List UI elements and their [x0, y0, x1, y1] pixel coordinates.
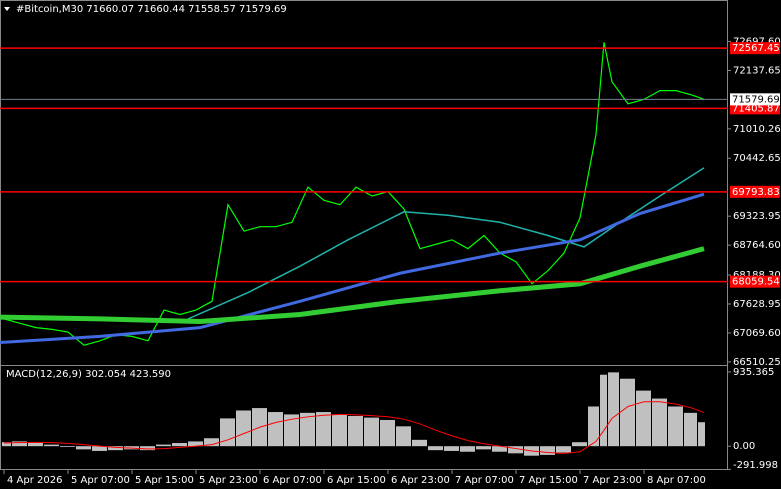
x-tick-label: 7 Apr 07:00 — [455, 475, 514, 486]
y-tick-label: 72697.60 — [733, 36, 781, 47]
macd-bar — [92, 446, 107, 451]
x-tick-label: 5 Apr 23:00 — [199, 475, 258, 486]
y-tick-label: 71010.26 — [733, 124, 781, 135]
y-tick-label: 69323.95 — [733, 211, 781, 222]
macd-bar — [204, 438, 219, 447]
level-label: 68059.54 — [732, 277, 780, 288]
macd-bar — [364, 417, 379, 447]
macd-bar — [188, 441, 203, 447]
y-tick-label: 67069.60 — [733, 328, 781, 339]
y-tick-label: 935.365 — [733, 367, 774, 378]
macd-bar — [572, 442, 587, 447]
macd-bar — [608, 372, 619, 447]
macd-bar — [684, 412, 697, 447]
price-line — [0, 192, 705, 345]
level-label: 69793.83 — [732, 187, 780, 198]
indicator-title: MACD(12,26,9) 302.054 423.590 — [6, 369, 171, 380]
macd-bar — [108, 446, 123, 451]
level-tag — [730, 185, 780, 198]
x-tick-label: 6 Apr 15:00 — [327, 475, 386, 486]
macd-bar — [220, 418, 235, 447]
current-price-label: 71579.69 — [732, 94, 780, 105]
macd-bar — [332, 414, 347, 447]
macd-bar — [156, 444, 171, 447]
macd-bar — [428, 446, 443, 451]
macd-bar — [316, 412, 331, 447]
macd-bar — [140, 446, 155, 451]
y-tick-label: -291.998 — [733, 460, 778, 471]
macd-bar — [668, 406, 683, 447]
macd-bar — [172, 443, 187, 447]
macd-bar — [348, 416, 363, 447]
macd-bar — [300, 412, 315, 447]
macd-bar — [588, 406, 599, 447]
current-price-tag — [730, 93, 780, 106]
macd-bar — [2, 442, 11, 447]
macd-bar — [380, 419, 395, 447]
menu-icon[interactable] — [4, 7, 10, 11]
macd-bar — [556, 446, 571, 453]
macd-bar — [396, 426, 411, 447]
price-line — [0, 246, 705, 325]
macd-bar — [460, 446, 475, 452]
x-tick-label: 5 Apr 07:00 — [71, 475, 130, 486]
level-tag — [730, 102, 780, 115]
macd-bar — [540, 446, 555, 455]
macd-bar — [652, 398, 667, 447]
y-tick-label: 72137.65 — [733, 65, 781, 76]
plot-frame — [0, 0, 728, 470]
macd-bar — [698, 422, 705, 447]
x-tick-label: 5 Apr 15:00 — [135, 475, 194, 486]
macd-bar — [444, 446, 459, 451]
y-tick-label: 68764.60 — [733, 240, 781, 251]
macd-bar — [620, 378, 635, 447]
macd-bar — [236, 410, 251, 447]
x-tick-label: 4 Apr 2026 — [7, 475, 62, 486]
x-tick-label: 6 Apr 07:00 — [263, 475, 322, 486]
x-tick-label: 8 Apr 07:00 — [647, 475, 706, 486]
x-tick-label: 6 Apr 23:00 — [391, 475, 450, 486]
macd-bar — [44, 444, 59, 447]
level-tag — [730, 275, 780, 288]
macd-bar — [508, 446, 523, 454]
signal-line — [3, 401, 705, 454]
level-label: 71405.87 — [732, 103, 780, 114]
y-tick-label: 70442.65 — [733, 153, 781, 164]
chart-title: #Bitcoin,M30 71660.07 71660.44 71558.57 … — [16, 4, 287, 15]
x-tick-label: 7 Apr 23:00 — [583, 475, 642, 486]
macd-bar — [60, 446, 75, 447]
macd-bar — [284, 414, 299, 447]
macd-bar — [492, 446, 507, 452]
x-tick-label: 7 Apr 15:00 — [519, 475, 578, 486]
macd-bar — [76, 446, 91, 450]
macd-bar — [412, 439, 427, 447]
y-tick-label: 68188.30 — [733, 270, 781, 281]
level-tag — [730, 42, 780, 55]
y-tick-label: 0.00 — [733, 441, 755, 452]
macd-bar — [636, 390, 651, 447]
macd-bar — [268, 412, 283, 447]
macd-bar — [12, 441, 27, 447]
y-tick-label: 67628.95 — [733, 299, 781, 310]
macd-bar — [600, 374, 607, 447]
level-label: 72567.45 — [732, 43, 780, 54]
macd-bar — [28, 443, 43, 447]
macd-bar — [476, 446, 491, 450]
y-tick-label: 66510.25 — [733, 357, 781, 368]
